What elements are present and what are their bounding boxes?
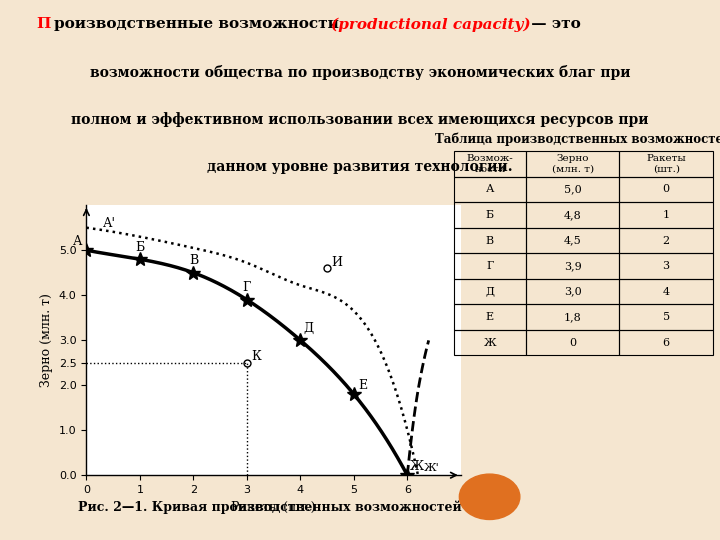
Text: П: П [36, 17, 50, 31]
Circle shape [459, 474, 520, 519]
Text: 4,5: 4,5 [564, 235, 582, 246]
Text: Возмож-
ности: Возмож- ности [467, 154, 513, 174]
Bar [619, 151, 713, 177]
Text: К: К [251, 350, 261, 363]
Text: В: В [486, 235, 494, 246]
Text: 5,0: 5,0 [564, 185, 582, 194]
Bar [526, 330, 619, 355]
Text: 3,0: 3,0 [564, 287, 582, 296]
Bar [619, 330, 713, 355]
Text: 1: 1 [662, 210, 670, 220]
Text: 1,8: 1,8 [564, 312, 582, 322]
Bar [454, 228, 526, 253]
Text: Б: Б [135, 241, 145, 254]
Bar [619, 253, 713, 279]
Text: Е: Е [358, 379, 367, 392]
Text: Ж': Ж' [423, 463, 439, 473]
Text: (productional capacity): (productional capacity) [331, 17, 531, 32]
Text: 6: 6 [662, 338, 670, 348]
Text: 4,8: 4,8 [564, 210, 582, 220]
Text: В: В [189, 254, 198, 267]
Text: 2: 2 [662, 235, 670, 246]
Text: А': А' [102, 217, 115, 230]
Text: Б: Б [486, 210, 494, 220]
Y-axis label: Зерно (млн. т): Зерно (млн. т) [40, 293, 53, 387]
Text: А: А [73, 235, 83, 248]
Bar [454, 151, 526, 177]
Text: Д: Д [485, 287, 495, 296]
Text: 3: 3 [662, 261, 670, 271]
Text: Рис. 2—1. Кривая производственных возможностей: Рис. 2—1. Кривая производственных возмож… [78, 501, 462, 514]
Text: данном уровне развития технологии.: данном уровне развития технологии. [207, 160, 513, 174]
Bar [454, 304, 526, 330]
Bar [619, 202, 713, 228]
Text: Ж: Ж [410, 460, 424, 473]
Bar [619, 177, 713, 202]
Bar [454, 253, 526, 279]
Bar [526, 253, 619, 279]
Bar [619, 228, 713, 253]
Text: 0: 0 [662, 185, 670, 194]
Bar [526, 279, 619, 304]
Text: 3,9: 3,9 [564, 261, 582, 271]
Bar [454, 177, 526, 202]
Text: возможности общества по производству экономических благ при: возможности общества по производству эко… [90, 65, 630, 80]
Text: Ж: Ж [484, 338, 496, 348]
Bar [454, 202, 526, 228]
Bar [526, 151, 619, 177]
Text: полном и эффективном использовании всех имеющихся ресурсов при: полном и эффективном использовании всех … [71, 112, 649, 127]
Text: Е: Е [486, 312, 494, 322]
Text: Ракеты
(шт.): Ракеты (шт.) [647, 154, 686, 174]
Bar [454, 279, 526, 304]
Text: Д: Д [303, 322, 313, 335]
Text: 5: 5 [662, 312, 670, 322]
Bar [619, 279, 713, 304]
X-axis label: Ракеты (шт.): Ракеты (шт.) [231, 501, 316, 514]
Bar [454, 330, 526, 355]
Bar [526, 177, 619, 202]
Bar [526, 228, 619, 253]
Text: А: А [486, 185, 494, 194]
Text: 4: 4 [662, 287, 670, 296]
Text: Г: Г [486, 261, 494, 271]
Bar [619, 304, 713, 330]
Text: — это: — это [526, 17, 580, 31]
Text: Г: Г [243, 281, 251, 294]
Bar [526, 202, 619, 228]
Text: роизводственные возможности: роизводственные возможности [54, 17, 344, 31]
Text: 0: 0 [570, 338, 577, 348]
Text: Зерно
(млн. т): Зерно (млн. т) [552, 154, 594, 174]
Bar [526, 304, 619, 330]
Text: Таблица производственных возможностей: Таблица производственных возможностей [435, 133, 720, 146]
Text: И: И [331, 256, 343, 269]
